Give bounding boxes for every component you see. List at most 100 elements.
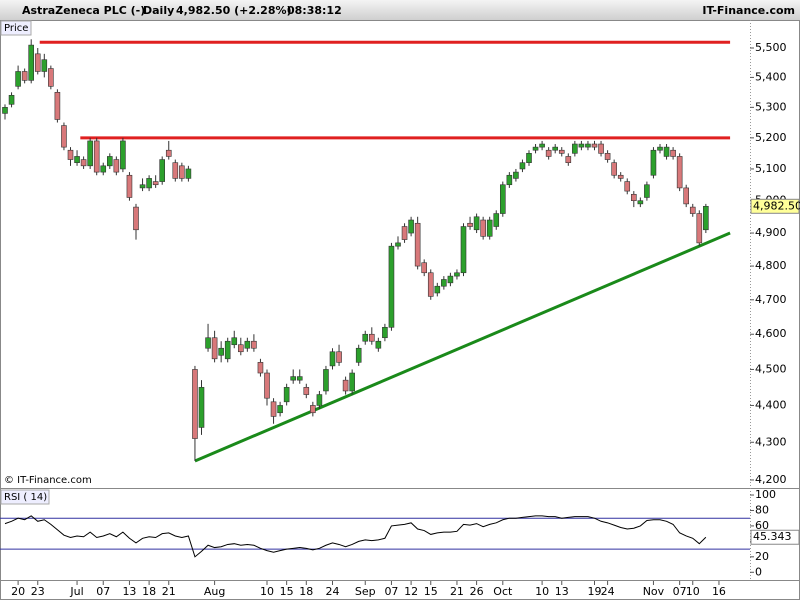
candle-body xyxy=(676,156,683,189)
candle-body xyxy=(513,171,519,179)
panel-label-box xyxy=(0,20,32,36)
candle-body xyxy=(670,149,676,157)
candle-body xyxy=(48,68,54,87)
header-bar xyxy=(0,0,800,20)
copyright: © IT-Finance.com xyxy=(4,475,92,486)
candle-body xyxy=(591,143,598,148)
candle-body xyxy=(28,44,35,81)
x-tick-label: 13 xyxy=(555,585,569,598)
candle-body xyxy=(185,168,192,179)
panel-label-box xyxy=(0,489,50,505)
frame xyxy=(0,20,800,600)
header-title: AstraZeneca PLC (-) xyxy=(22,4,145,17)
y-tick-label: 5,400 xyxy=(755,70,787,83)
candle-body xyxy=(93,140,100,173)
candle-body xyxy=(467,222,473,227)
candle-body xyxy=(120,140,126,170)
candle-body xyxy=(526,153,532,163)
x-tick-label: 15 xyxy=(424,585,438,598)
candle-body xyxy=(454,272,460,277)
candle-body xyxy=(179,165,185,179)
x-tick-label: 21 xyxy=(162,585,176,598)
x-tick-label: 13 xyxy=(122,585,136,598)
candle-body xyxy=(395,242,401,247)
y-tick-label: 4,400 xyxy=(755,398,787,411)
candle-body xyxy=(296,376,303,381)
candle-body xyxy=(624,181,631,192)
candle-body xyxy=(198,387,205,428)
y-tick-label: 5,200 xyxy=(755,131,787,144)
candle-body xyxy=(303,387,310,395)
candle-body xyxy=(683,187,690,205)
candle-body xyxy=(558,149,565,154)
candle-body xyxy=(480,219,486,237)
y-tick-label: 4,900 xyxy=(755,226,787,239)
x-tick-label: 10 xyxy=(686,585,700,598)
x-tick-label: 07 xyxy=(96,585,110,598)
candle-body xyxy=(696,213,703,244)
header-quote: 4,982.50 (+2.28%) xyxy=(176,4,292,17)
y-tick-label: 4,800 xyxy=(755,259,787,272)
candle-body xyxy=(414,222,421,267)
candle-body xyxy=(251,340,257,349)
x-tick-label: Aug xyxy=(204,585,225,598)
candle-body xyxy=(375,340,382,349)
candle-body xyxy=(231,337,238,346)
x-tick-label: 07 xyxy=(384,585,398,598)
candle-body xyxy=(441,279,447,287)
x-tick-label: Oct xyxy=(493,585,513,598)
candle-body xyxy=(159,159,165,182)
candle-body xyxy=(21,71,28,81)
candle-body xyxy=(552,146,559,151)
candle-body xyxy=(192,369,198,439)
candle-body xyxy=(152,181,159,186)
candle-body xyxy=(165,149,172,157)
candle-body xyxy=(388,245,395,328)
x-tick-label: 20 xyxy=(11,585,25,598)
candle-body xyxy=(244,340,251,349)
candle-body xyxy=(211,337,218,360)
y-tick-label: 5,500 xyxy=(755,41,787,54)
candle-body xyxy=(133,206,139,231)
header-brand: IT-Finance.com xyxy=(702,4,795,17)
x-tick-label: 07 xyxy=(673,585,687,598)
candle-body xyxy=(329,351,336,367)
panel-label: Price xyxy=(4,23,28,34)
x-tick-label: 26 xyxy=(470,585,484,598)
candle-body xyxy=(355,347,362,363)
candle-body xyxy=(408,219,414,234)
candle-body xyxy=(139,184,146,189)
candle-body xyxy=(382,326,388,339)
candle-body xyxy=(532,146,539,151)
x-tick-label: 24 xyxy=(326,585,340,598)
x-tick-label: Nov xyxy=(643,585,665,598)
y-tick-label: 80 xyxy=(755,503,769,516)
candle-body xyxy=(499,184,506,214)
candle-body xyxy=(54,91,61,120)
candle-body xyxy=(8,94,15,105)
candle-body xyxy=(126,174,133,198)
candle-body xyxy=(362,333,369,342)
candle-body xyxy=(611,162,617,176)
candle-body xyxy=(368,333,375,342)
candle-body xyxy=(663,146,670,157)
candle-body xyxy=(585,143,591,148)
x-tick-label: 24 xyxy=(601,585,615,598)
candle-body xyxy=(401,226,408,240)
candle-body xyxy=(572,143,578,154)
candle-body xyxy=(630,193,637,201)
candle-body xyxy=(146,178,152,189)
candle-body xyxy=(565,156,572,163)
candle-body xyxy=(421,262,428,274)
candle-body xyxy=(604,153,611,160)
candle-body xyxy=(264,372,270,399)
candle-body xyxy=(447,275,454,284)
last-value-box xyxy=(750,529,800,545)
y-tick-label: 4,300 xyxy=(755,435,787,448)
rsi-line xyxy=(4,515,707,558)
x-tick-label: 23 xyxy=(31,585,45,598)
x-tick-label: 12 xyxy=(404,585,418,598)
candle-body xyxy=(644,184,650,198)
candle-body xyxy=(34,53,41,72)
